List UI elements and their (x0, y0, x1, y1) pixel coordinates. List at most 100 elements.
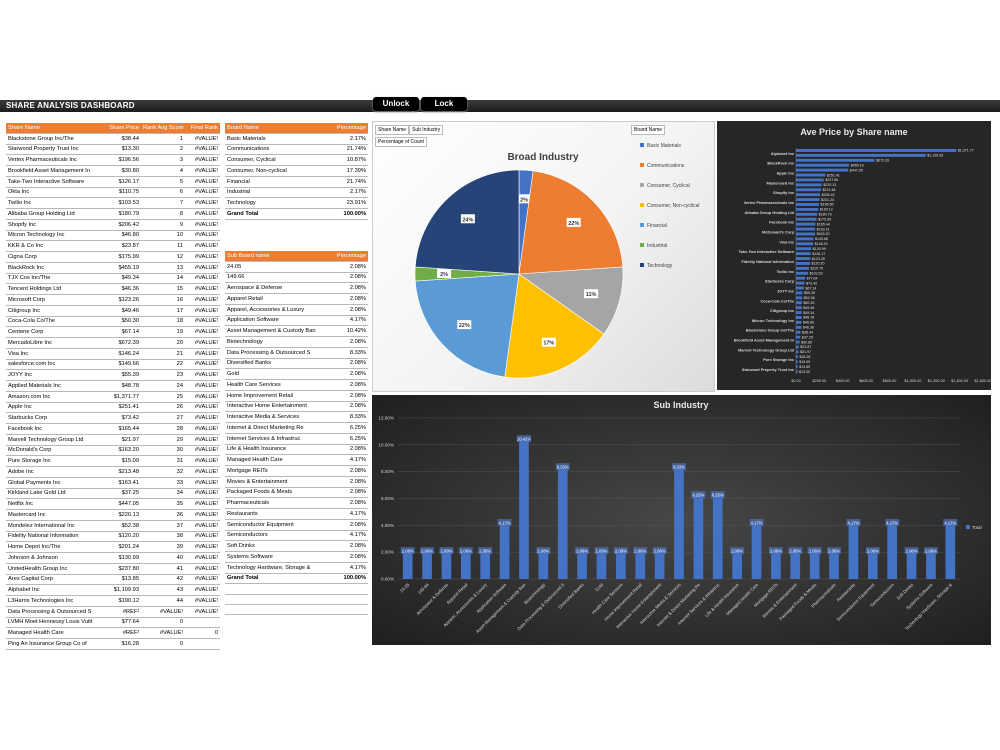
col-bar[interactable] (712, 495, 723, 579)
hbar-bar[interactable] (796, 261, 811, 265)
hbar-bar[interactable] (796, 266, 809, 270)
hbar-bar[interactable] (796, 286, 804, 290)
sub-industry-slicer[interactable]: Sub Industry (409, 125, 444, 135)
col-bar[interactable] (519, 439, 529, 579)
hbar-bar[interactable] (796, 316, 802, 319)
hbar-bar[interactable] (796, 281, 805, 285)
hbar-bar[interactable] (796, 237, 814, 241)
col-bar[interactable] (848, 523, 859, 579)
hbar-bar[interactable] (796, 178, 824, 182)
legend-entry[interactable]: Financial (647, 223, 667, 229)
col-bar[interactable] (674, 467, 684, 579)
hbar-bar[interactable] (796, 311, 802, 315)
hbar-bar[interactable] (796, 188, 821, 192)
col-bar[interactable] (538, 551, 549, 579)
col-bar[interactable] (596, 551, 607, 579)
hbar-bar[interactable] (796, 148, 957, 152)
col-bar[interactable] (887, 523, 898, 579)
hbar-bar[interactable] (796, 217, 817, 221)
hbar-bar[interactable] (796, 296, 803, 300)
hbar-bar[interactable] (796, 360, 798, 364)
hbar-bar[interactable] (796, 232, 816, 236)
col-bar[interactable] (926, 551, 936, 579)
legend-entry[interactable]: Communications (647, 163, 685, 169)
pie-slice[interactable] (518, 266, 624, 335)
hbar-bar[interactable] (796, 193, 821, 197)
pie-slice[interactable] (504, 273, 605, 379)
hbar-bar[interactable] (796, 370, 798, 374)
hbar-bar[interactable] (796, 276, 806, 280)
hbar-data-label: $251.41 (827, 173, 840, 177)
hbar-bar[interactable] (796, 301, 802, 305)
hbar-bar[interactable] (796, 271, 809, 275)
sub-board-header-1[interactable]: Percentage (328, 251, 368, 262)
hbar-bar[interactable] (796, 247, 812, 251)
hbar-bar[interactable] (796, 252, 811, 256)
col-bar[interactable] (402, 551, 413, 579)
hbar-bar[interactable] (796, 242, 814, 246)
hbar-bar[interactable] (796, 340, 800, 344)
col-bar[interactable] (693, 495, 704, 579)
hbar-bar[interactable] (796, 207, 819, 211)
col-bar[interactable] (635, 551, 646, 579)
hbar-bar[interactable] (796, 320, 802, 324)
shares-header-2[interactable]: Rank Avg Score (141, 123, 185, 134)
shares-header-0[interactable]: Share Name (6, 123, 104, 134)
col-bar[interactable] (480, 551, 491, 579)
col-bar[interactable] (751, 523, 762, 579)
col-data-label: 4.17% (944, 521, 956, 526)
col-bar[interactable] (557, 467, 568, 579)
hbar-bar[interactable] (796, 335, 801, 339)
col-bar[interactable] (790, 551, 801, 579)
col-bar[interactable] (829, 551, 839, 579)
col-bar[interactable] (771, 551, 781, 579)
lock-button[interactable]: Lock (421, 97, 467, 111)
hbar-bar[interactable] (796, 365, 798, 369)
legend-entry[interactable]: Basic Materials (647, 143, 681, 149)
shares-header-1[interactable]: Share Price (104, 123, 141, 134)
hbar-bar[interactable] (796, 183, 822, 187)
col-legend-entry[interactable]: Total (972, 525, 982, 530)
col-bar[interactable] (867, 551, 878, 579)
col-bar[interactable] (654, 551, 665, 579)
hbar-bar[interactable] (796, 222, 816, 226)
hbar-bar[interactable] (796, 227, 816, 231)
hbar-bar[interactable] (796, 355, 798, 359)
board-name-slicer[interactable]: Board Name (631, 125, 666, 135)
hbar-bar[interactable] (796, 306, 802, 310)
hbar-bar[interactable] (796, 153, 926, 157)
hbar-bar[interactable] (796, 158, 875, 162)
shares-header-3[interactable]: Final Rank (185, 123, 220, 134)
col-bar[interactable] (441, 551, 452, 579)
hbar-bar[interactable] (796, 163, 850, 167)
share-name-slicer[interactable]: Share Name (375, 125, 410, 135)
board-header-0[interactable]: Board Name (225, 123, 328, 134)
hbar-bar[interactable] (796, 325, 802, 329)
legend-entry[interactable]: Consumer, Cyclical (647, 183, 690, 189)
col-bar[interactable] (460, 551, 471, 579)
col-bar[interactable] (732, 551, 742, 579)
hbar-bar[interactable] (796, 198, 820, 202)
col-bar[interactable] (499, 523, 510, 579)
col-bar[interactable] (906, 551, 917, 579)
sub-board-header-0[interactable]: Sub Board name (225, 251, 328, 262)
col-bar[interactable] (945, 523, 956, 579)
hbar-bar[interactable] (796, 345, 799, 349)
hbar-bar[interactable] (796, 168, 849, 172)
legend-entry[interactable]: Consumer, Non-cyclical (647, 203, 700, 209)
hbar-bar[interactable] (796, 291, 803, 295)
unlock-button[interactable]: Unlock (373, 97, 419, 111)
legend-entry[interactable]: Technology (647, 263, 673, 269)
hbar-bar[interactable] (796, 257, 811, 261)
hbar-bar[interactable] (796, 330, 801, 334)
hbar-bar[interactable] (796, 350, 799, 354)
col-bar[interactable] (809, 551, 820, 579)
col-bar[interactable] (577, 551, 587, 579)
hbar-bar[interactable] (796, 173, 826, 177)
legend-entry[interactable]: Industrial (647, 243, 667, 249)
col-bar[interactable] (616, 551, 626, 579)
board-header-1[interactable]: Percentage (328, 123, 368, 134)
col-bar[interactable] (422, 551, 432, 579)
hbar-bar[interactable] (796, 203, 819, 206)
hbar-bar[interactable] (796, 212, 818, 216)
